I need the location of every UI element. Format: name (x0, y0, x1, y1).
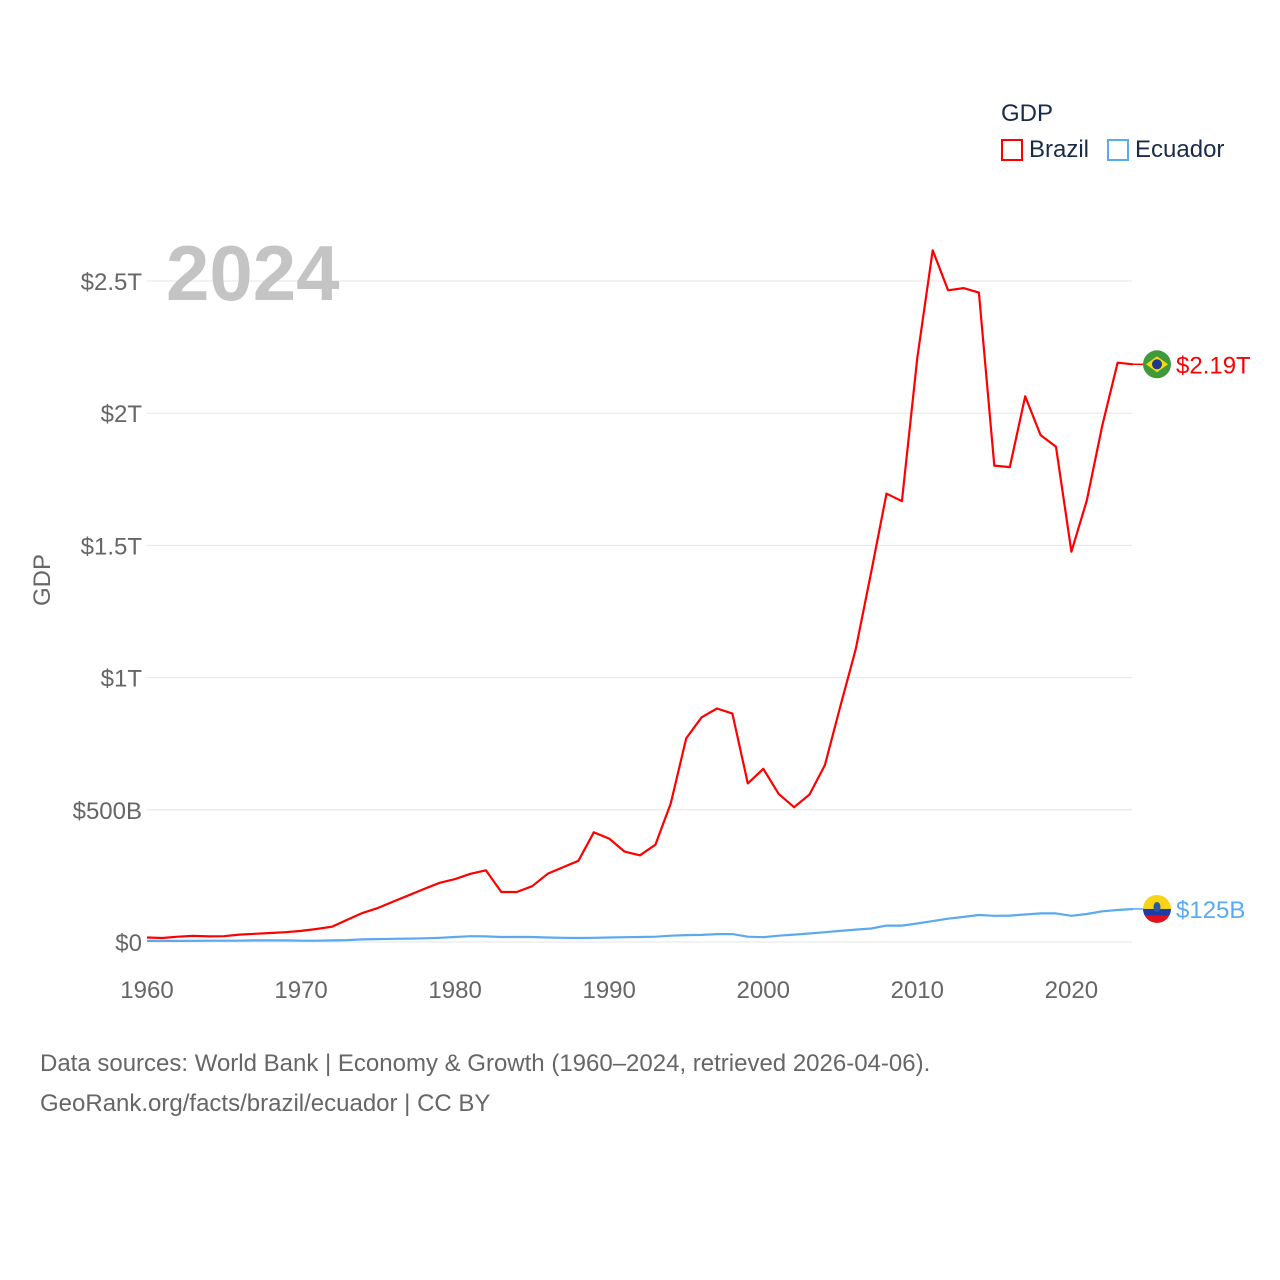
legend-item-ecuador[interactable]: Ecuador (1107, 136, 1224, 164)
legend-label-ecuador: Ecuador (1135, 136, 1225, 163)
legend-title: GDP (1001, 100, 1054, 127)
x-tick-label: 1970 (274, 977, 327, 1004)
y-tick-label: $1.5T (81, 533, 143, 560)
y-tick-label: $1T (101, 666, 143, 693)
legend-swatch-brazil (1001, 139, 1023, 161)
y-axis-label: GDP (29, 554, 56, 606)
y-tick-label: $500B (73, 798, 142, 825)
series-line-ecuador (147, 907, 1134, 943)
legend-label-brazil: Brazil (1029, 136, 1090, 163)
series-line-brazil (146, 249, 1134, 940)
source-note: Data sources: World Bank | Economy & Gro… (40, 1044, 930, 1124)
y-tick-label: $2.5T (81, 269, 143, 296)
y-tick-label: $0 (115, 930, 142, 957)
x-tick-label: 2010 (891, 977, 944, 1004)
x-tick-label: 2000 (737, 977, 790, 1004)
legend-item-brazil[interactable]: Brazil (1001, 136, 1089, 164)
y-tick-label: $2T (101, 401, 143, 428)
x-tick-label: 1990 (582, 977, 635, 1004)
end-value-label-ecuador: $125B (1176, 897, 1245, 924)
x-tick-label: 2020 (1045, 977, 1098, 1004)
x-tick-label: 1980 (428, 977, 481, 1004)
year-label: 2024 (166, 229, 340, 317)
ecuador-flag-emblem (1153, 901, 1161, 912)
source-line-2[interactable]: GeoRank.org/facts/brazil/ecuador | CC BY (40, 1090, 491, 1117)
brazil-flag-globe (1152, 359, 1162, 370)
ecuador-flag-blue (1143, 908, 1171, 916)
ecuador-flag-red (1143, 915, 1171, 923)
source-line-1: Data sources: World Bank | Economy & Gro… (40, 1050, 931, 1077)
x-tick-label: 1960 (120, 977, 173, 1004)
legend-swatch-ecuador (1107, 139, 1130, 161)
end-value-label-brazil: $2.19T (1176, 352, 1251, 379)
legend: GDP Brazil Ecuador (1001, 100, 1224, 164)
